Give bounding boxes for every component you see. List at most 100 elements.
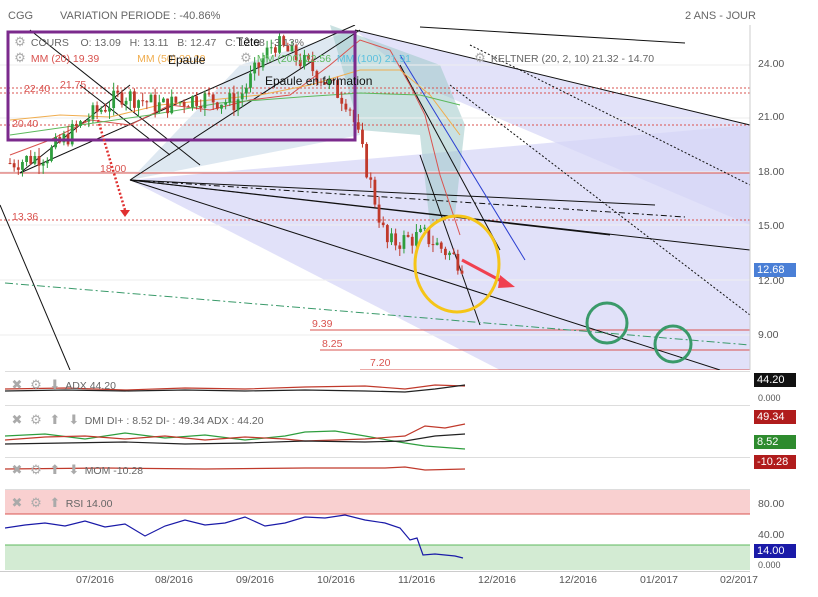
candle-body (240, 93, 244, 100)
candle-body (232, 93, 236, 111)
candle-body (286, 45, 290, 52)
mom-label: MOM (84, 465, 111, 477)
gear-icon[interactable]: ⚙ (30, 377, 42, 392)
gear-icon[interactable]: ⚙ (240, 50, 252, 65)
rsi-badge: 14.00 (754, 544, 796, 558)
candle-body (74, 123, 78, 126)
legend-mm50: MM (50) 22.20 (137, 53, 206, 65)
arrow-up-icon[interactable]: ⬆ (49, 462, 61, 477)
legend-keltner-text: KELTNER (20, 2, 10) 21.32 - 14.70 (490, 53, 655, 65)
gear-icon[interactable]: ⚙ (30, 495, 42, 510)
candle-body (116, 90, 120, 93)
legend-row-1: ⚙ COURS O: 13.09 H: 13.11 B: 12.47 C: 12… (12, 34, 304, 50)
arrow-down-icon[interactable]: ⬇ (49, 377, 61, 392)
candle-body (398, 245, 402, 249)
x-tick-label: 12/2016 (478, 574, 516, 586)
candle-body (431, 244, 435, 246)
dmi-detail: DI+ : 8.52 DI- : 49.34 ADX : 44.20 (106, 415, 264, 427)
candle-body (128, 91, 132, 101)
candle-body (21, 161, 24, 170)
candle-body (307, 54, 310, 60)
candle-body (406, 235, 410, 237)
gear-icon[interactable]: ⚙ (474, 50, 486, 65)
x-axis: 07/2016 08/2016 09/2016 10/2016 11/2016 … (0, 571, 758, 592)
legend-low: B: 12.47 (177, 37, 217, 49)
candle-body (452, 252, 456, 254)
level-label-13-36: 13.36 (12, 211, 39, 223)
legend-mm20: MM (20) 19.39 (30, 53, 100, 65)
candle-body (373, 179, 377, 205)
candle-body (166, 98, 169, 114)
candle-body (62, 133, 66, 143)
arrow-up-icon[interactable]: ⬆ (49, 412, 61, 427)
candle-body (390, 233, 393, 243)
dmi-badge-di-minus: 49.34 (754, 410, 796, 424)
candle-body (50, 147, 53, 161)
blue-trend (399, 54, 526, 261)
x-tick-label: 08/2016 (155, 574, 193, 586)
legend-high: H: 13.11 (129, 37, 169, 49)
candle-body (228, 93, 232, 103)
arrow-down-icon[interactable]: ⬇ (68, 412, 80, 427)
candle-body (356, 122, 360, 130)
level-label-22-40: 22.40 (24, 83, 51, 95)
main-price-chart[interactable] (0, 25, 818, 370)
yellow-highlight-circle (413, 214, 501, 314)
candle-body (257, 62, 261, 68)
candle-body (87, 119, 91, 122)
y-tick-label: 18.00 (758, 166, 785, 178)
x-tick-label: 02/2017 (720, 574, 758, 586)
level-label-18-00: 18.00 (100, 163, 127, 175)
candle-body (439, 242, 443, 249)
green-dashed-trend (4, 282, 751, 346)
candle-body (456, 253, 460, 271)
candle-body (444, 248, 447, 256)
annotation-epaule: Epaule (168, 53, 206, 67)
mom-value: -10.28 (113, 465, 144, 477)
arrow-down-icon[interactable]: ⬇ (68, 462, 80, 477)
gear-icon[interactable]: ⚙ (14, 34, 26, 49)
candle-body (365, 144, 369, 178)
rsi-axis-40: 40.00 (758, 529, 785, 541)
candle-body (8, 163, 12, 164)
candle-body (332, 79, 335, 81)
x-tick-label: 01/2017 (640, 574, 678, 586)
candle-body (269, 47, 273, 49)
adx-label: ADX (65, 380, 87, 392)
level-label-20-40: 20.40 (12, 118, 39, 130)
candle-body (294, 45, 298, 60)
candle-body (402, 235, 406, 249)
candle-body (215, 102, 219, 109)
close-icon[interactable]: ✖ (11, 412, 23, 427)
y-tick-label: 21.00 (758, 111, 785, 123)
candle-body (278, 36, 281, 53)
candle-body (265, 47, 269, 59)
candle-body (419, 228, 422, 233)
candle-body (336, 80, 339, 98)
x-tick-label: 07/2016 (76, 574, 114, 586)
channel-upper-fill (355, 30, 750, 225)
close-icon[interactable]: ✖ (11, 462, 23, 477)
adx-axis-zero: 0.000 (758, 393, 781, 403)
projection-arrow-head (498, 275, 515, 288)
x-tick-label: 10/2016 (317, 574, 355, 586)
candle-body (253, 62, 257, 74)
candle-body (112, 90, 116, 109)
y-tick-label: 12.00 (758, 275, 785, 287)
adx-value: 44.20 (89, 380, 116, 392)
target-circle-1 (585, 301, 629, 345)
gear-icon[interactable]: ⚙ (30, 412, 42, 427)
candle-body (170, 96, 174, 114)
mom-panel: ✖ ⚙ ⬆ ⬇ MOM -10.28 (5, 457, 750, 484)
level-label-21-75: 21.75 (60, 79, 87, 91)
candle-body (290, 45, 294, 52)
close-icon[interactable]: ✖ (11, 377, 23, 392)
annotation-epaule-formation: Epaule en formation (265, 74, 373, 88)
candle-body (448, 252, 451, 256)
arrow-up-icon[interactable]: ⬆ (49, 495, 61, 510)
legend-row-2: ⚙ MM (20) 19.39 MM (50) 22.20 (12, 50, 205, 66)
legend-mm-other: MM (100) 21.91 (336, 53, 412, 65)
close-icon[interactable]: ✖ (11, 495, 23, 510)
gear-icon[interactable]: ⚙ (14, 50, 26, 65)
gear-icon[interactable]: ⚙ (30, 462, 42, 477)
